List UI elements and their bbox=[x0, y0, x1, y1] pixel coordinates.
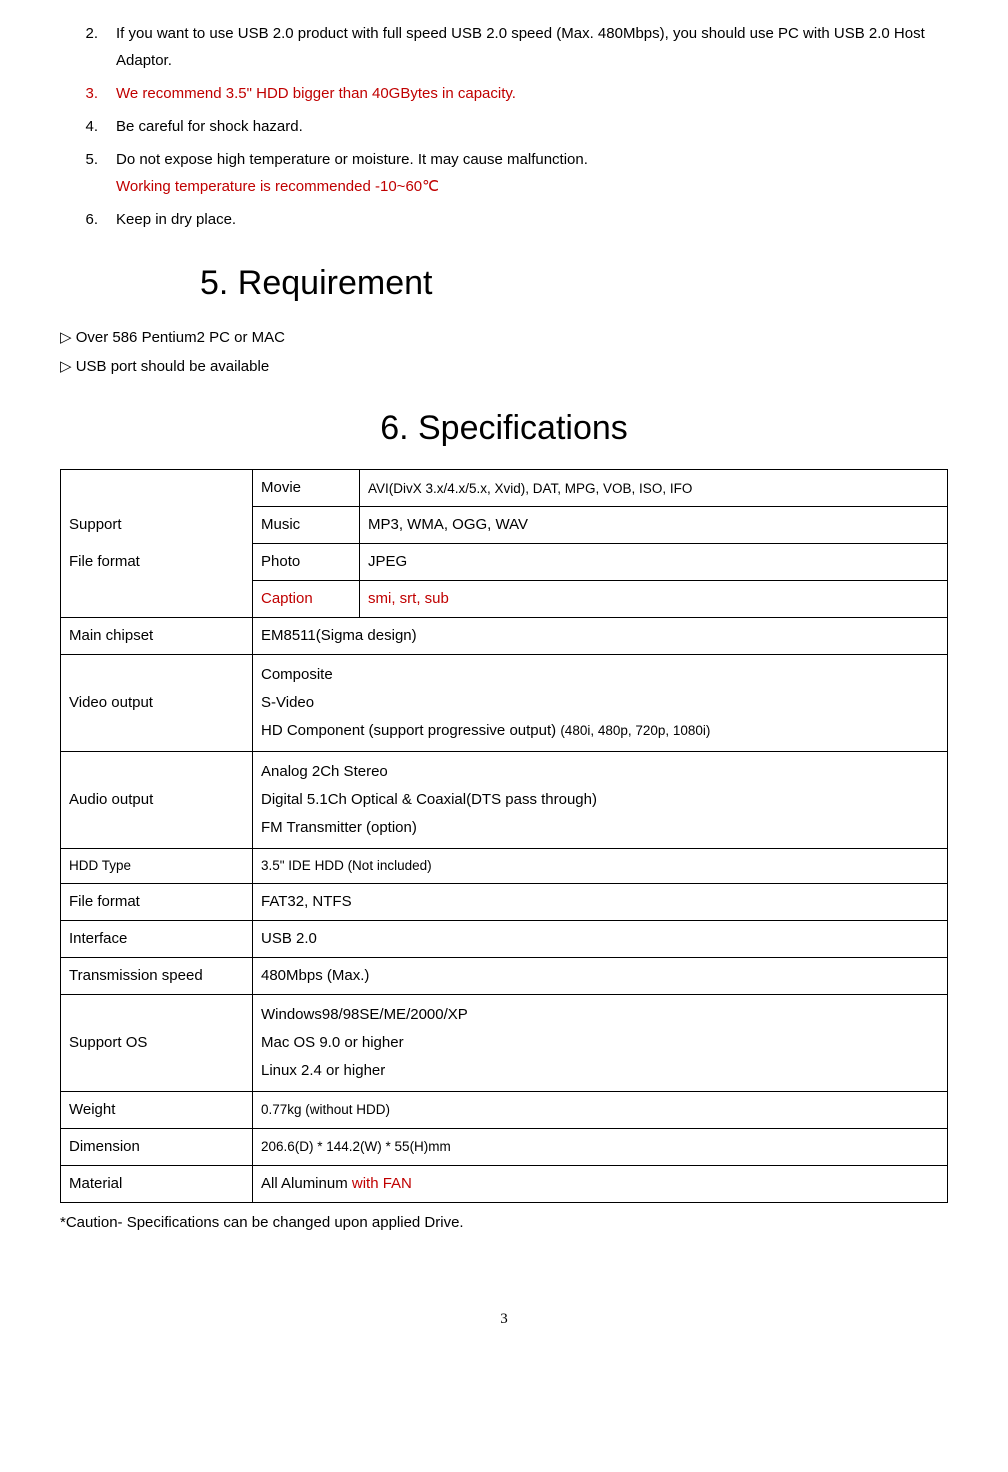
table-row: Transmission speed 480Mbps (Max.) bbox=[61, 957, 948, 994]
spec-value-line: Mac OS 9.0 or higher bbox=[261, 1029, 939, 1057]
spec-value: Analog 2Ch Stereo Digital 5.1Ch Optical … bbox=[253, 752, 948, 849]
spec-label: Material bbox=[61, 1165, 253, 1202]
spec-value-line: HD Component (support progressive output… bbox=[261, 717, 939, 745]
list-item: 5. Do not expose high temperature or moi… bbox=[60, 146, 948, 200]
spec-label: File format bbox=[61, 883, 253, 920]
table-row: Video output Composite S-Video HD Compon… bbox=[61, 655, 948, 752]
spec-value-line: Digital 5.1Ch Optical & Coaxial(DTS pass… bbox=[261, 786, 939, 814]
list-number: 6. bbox=[60, 206, 116, 233]
spec-value: 0.77kg (without HDD) bbox=[253, 1091, 948, 1128]
table-row: Support OS Windows98/98SE/ME/2000/XP Mac… bbox=[61, 994, 948, 1091]
list-text: Do not expose high temperature or moistu… bbox=[116, 146, 948, 200]
table-row: Movie AVI(DivX 3.x/4.x/5.x, Xvid), DAT, … bbox=[61, 470, 948, 507]
list-number: 2. bbox=[60, 20, 116, 74]
list-item: 6. Keep in dry place. bbox=[60, 206, 948, 233]
list-text: Be careful for shock hazard. bbox=[116, 113, 948, 140]
spec-sublabel: Movie bbox=[253, 470, 360, 507]
spec-label: Dimension bbox=[61, 1128, 253, 1165]
spec-value-line: Windows98/98SE/ME/2000/XP bbox=[261, 1001, 939, 1029]
list-number: 4. bbox=[60, 113, 116, 140]
spec-sublabel: Music bbox=[253, 507, 360, 544]
table-row: Support Music MP3, WMA, OGG, WAV bbox=[61, 507, 948, 544]
spec-value: AVI(DivX 3.x/4.x/5.x, Xvid), DAT, MPG, V… bbox=[360, 470, 948, 507]
table-row: File format Photo JPEG bbox=[61, 544, 948, 581]
spec-label: Support OS bbox=[61, 994, 253, 1091]
requirement-line: ▷ USB port should be available bbox=[60, 353, 948, 380]
table-row: File format FAT32, NTFS bbox=[61, 883, 948, 920]
table-row: Interface USB 2.0 bbox=[61, 920, 948, 957]
precaution-list: 2. If you want to use USB 2.0 product wi… bbox=[60, 20, 948, 233]
spec-value: Composite S-Video HD Component (support … bbox=[253, 655, 948, 752]
spec-value: USB 2.0 bbox=[253, 920, 948, 957]
spec-value: JPEG bbox=[360, 544, 948, 581]
spec-value: smi, srt, sub bbox=[360, 581, 948, 618]
table-row: HDD Type 3.5" IDE HDD (Not included) bbox=[61, 849, 948, 884]
spec-value-line: Analog 2Ch Stereo bbox=[261, 758, 939, 786]
section-5-heading: 5. Requirement bbox=[200, 253, 948, 314]
spec-label bbox=[61, 581, 253, 618]
spec-sublabel: Caption bbox=[253, 581, 360, 618]
spec-label bbox=[61, 470, 253, 507]
list-text: Keep in dry place. bbox=[116, 206, 948, 233]
spec-value-line: FM Transmitter (option) bbox=[261, 814, 939, 842]
spec-value: 480Mbps (Max.) bbox=[253, 957, 948, 994]
spec-label: Audio output bbox=[61, 752, 253, 849]
spec-value: 3.5" IDE HDD (Not included) bbox=[253, 849, 948, 884]
spec-value: MP3, WMA, OGG, WAV bbox=[360, 507, 948, 544]
list-text: If you want to use USB 2.0 product with … bbox=[116, 20, 948, 74]
spec-value: All Aluminum with FAN bbox=[253, 1165, 948, 1202]
spec-label: Main chipset bbox=[61, 618, 253, 655]
spec-value: FAT32, NTFS bbox=[253, 883, 948, 920]
table-row: Dimension 206.6(D) * 144.2(W) * 55(H)mm bbox=[61, 1128, 948, 1165]
spec-label: Transmission speed bbox=[61, 957, 253, 994]
spec-sublabel: Photo bbox=[253, 544, 360, 581]
caution-note: *Caution- Specifications can be changed … bbox=[60, 1209, 948, 1236]
table-row: Main chipset EM8511(Sigma design) bbox=[61, 618, 948, 655]
list-text-line: Do not expose high temperature or moistu… bbox=[116, 151, 588, 168]
spec-label: Weight bbox=[61, 1091, 253, 1128]
list-number: 5. bbox=[60, 146, 116, 200]
spec-value: 206.6(D) * 144.2(W) * 55(H)mm bbox=[253, 1128, 948, 1165]
spec-label: Support bbox=[61, 507, 253, 544]
spec-label: File format bbox=[61, 544, 253, 581]
page-number: 3 bbox=[60, 1306, 948, 1333]
list-text-line-red: Working temperature is recommended -10~6… bbox=[116, 178, 439, 195]
spec-value-line: S-Video bbox=[261, 689, 939, 717]
spec-value: EM8511(Sigma design) bbox=[253, 618, 948, 655]
spec-value-line: Linux 2.4 or higher bbox=[261, 1057, 939, 1085]
spec-value-line: Composite bbox=[261, 661, 939, 689]
spec-label: Interface bbox=[61, 920, 253, 957]
table-row: Audio output Analog 2Ch Stereo Digital 5… bbox=[61, 752, 948, 849]
table-row: Material All Aluminum with FAN bbox=[61, 1165, 948, 1202]
list-number: 3. bbox=[60, 80, 116, 107]
list-item: 2. If you want to use USB 2.0 product wi… bbox=[60, 20, 948, 74]
table-row: Caption smi, srt, sub bbox=[61, 581, 948, 618]
requirement-line: ▷ Over 586 Pentium2 PC or MAC bbox=[60, 324, 948, 351]
table-row: Weight 0.77kg (without HDD) bbox=[61, 1091, 948, 1128]
list-item: 3. We recommend 3.5" HDD bigger than 40G… bbox=[60, 80, 948, 107]
list-item: 4. Be careful for shock hazard. bbox=[60, 113, 948, 140]
list-text: We recommend 3.5" HDD bigger than 40GByt… bbox=[116, 80, 948, 107]
section-6-heading: 6. Specifications bbox=[60, 398, 948, 459]
specifications-table: Movie AVI(DivX 3.x/4.x/5.x, Xvid), DAT, … bbox=[60, 469, 948, 1203]
spec-label: HDD Type bbox=[61, 849, 253, 884]
spec-value: Windows98/98SE/ME/2000/XP Mac OS 9.0 or … bbox=[253, 994, 948, 1091]
spec-label: Video output bbox=[61, 655, 253, 752]
